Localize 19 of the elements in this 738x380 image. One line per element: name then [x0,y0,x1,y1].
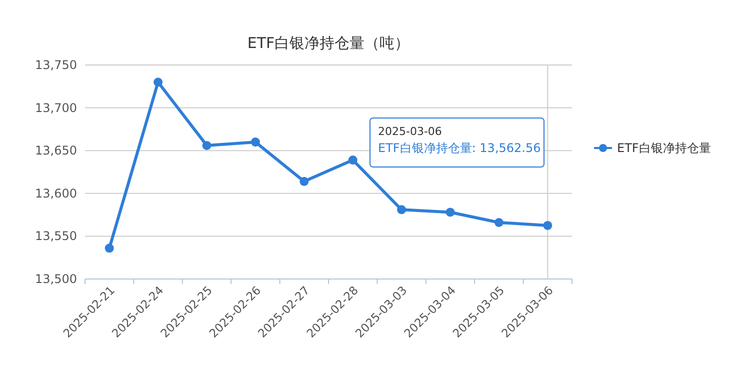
point [104,244,114,253]
point [300,176,309,186]
point [397,205,406,214]
point [202,140,212,150]
legend-label: ETF白银净持仓量 [617,141,711,155]
point [154,78,163,87]
point [250,138,260,147]
y-tick-label: 13,600 [35,186,77,200]
point [543,220,552,230]
point [494,218,504,228]
y-tick-label: 13,750 [35,58,77,72]
y-tick-label: 13,700 [35,100,77,115]
point [348,156,358,165]
chart-title: ETF白银净持仓量（吨） [247,34,410,52]
annotation: 2025-03-06 ETF白银净持仓量: 13,562.56 [378,125,541,155]
point [446,208,455,217]
y-tick-label: 13,500 [35,272,77,286]
y-tick-label: 13,650 [35,144,77,158]
y-tick-label: 13,550 [35,229,77,244]
